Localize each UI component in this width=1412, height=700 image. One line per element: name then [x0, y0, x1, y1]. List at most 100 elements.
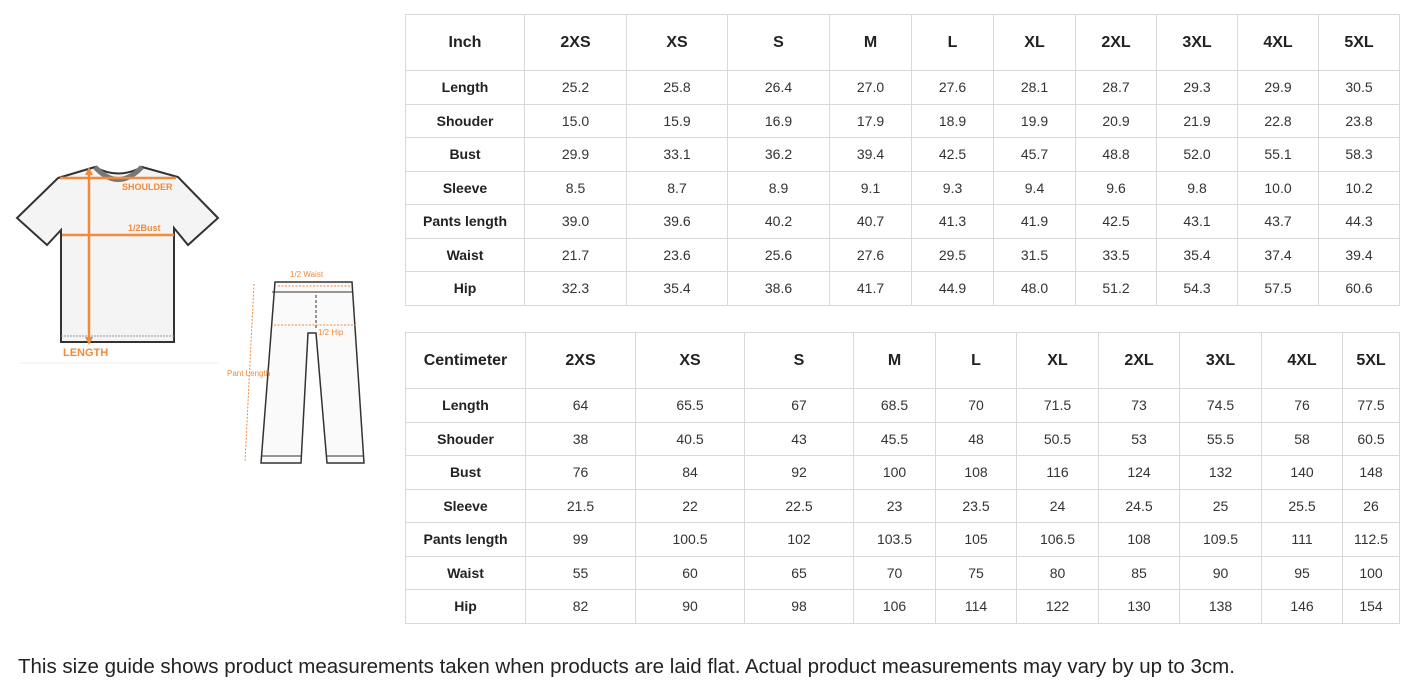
measurement-value: 84 [635, 455, 745, 490]
measurement-value: 28.7 [1075, 70, 1157, 105]
inch-size-table: Inch 2XS XS S M L XL 2XL 3XL 4XL 5XL Length 25.2 25.… [405, 14, 1400, 306]
measurement-value: 146 [1261, 589, 1343, 624]
measurement-value: 90 [635, 589, 745, 624]
table-row: Length 25.2 25.8 26.4 27.0 27.6 28.1 28.7 29.3 29… [405, 70, 1400, 105]
measurement-value: 10.0 [1237, 170, 1319, 205]
measurement-label: Waist [405, 555, 526, 590]
measurement-value: 41.3 [911, 204, 994, 239]
measurement-value: 75 [935, 555, 1017, 590]
measurement-label: Pants length [405, 522, 526, 557]
size-header: S [744, 332, 854, 389]
measurement-label: Length [405, 388, 526, 423]
size-header: 3XL [1156, 14, 1238, 71]
measurement-value: 29.3 [1156, 70, 1238, 105]
measurement-value: 21.7 [524, 237, 627, 272]
measurement-value: 100 [853, 455, 936, 490]
measurement-label: Hip [405, 589, 526, 624]
size-header: L [935, 332, 1017, 389]
table-row: Bust 76 84 92 100 108 116 124 132 140 148 [405, 455, 1400, 490]
measurement-label: Hip [405, 271, 525, 306]
unit-header: Inch [405, 14, 525, 71]
measurement-value: 106.5 [1016, 522, 1099, 557]
measurement-value: 45.5 [853, 421, 936, 456]
measurement-value: 16.9 [727, 103, 830, 138]
table-row: Bust 29.9 33.1 36.2 39.4 42.5 45.7 48.8 52.0 55.1… [405, 137, 1400, 172]
measurement-value: 39.0 [524, 204, 627, 239]
measurement-value: 102 [744, 522, 854, 557]
measurement-value: 100.5 [635, 522, 745, 557]
measurement-value: 29.9 [524, 137, 627, 172]
measurement-value: 103.5 [853, 522, 936, 557]
measurement-value: 48.0 [993, 271, 1076, 306]
measurement-value: 31.5 [993, 237, 1076, 272]
measurement-value: 98 [744, 589, 854, 624]
pant-length-label: Pant Length [227, 369, 270, 378]
measurement-value: 44.3 [1318, 204, 1400, 239]
measurement-value: 43.1 [1156, 204, 1238, 239]
size-header: 2XS [525, 332, 636, 389]
size-header: 5XL [1318, 14, 1400, 71]
tshirt-diagram: SHOULDER 1/2Bust LENGTH [15, 165, 220, 364]
measurement-value: 70 [853, 555, 936, 590]
measurement-value: 39.4 [1318, 237, 1400, 272]
measurement-value: 33.1 [626, 137, 728, 172]
shoulder-label: SHOULDER [122, 182, 173, 192]
measurement-value: 60.5 [1342, 421, 1400, 456]
size-header: XS [635, 332, 745, 389]
measurement-label: Waist [405, 237, 525, 272]
measurement-value: 57.5 [1237, 271, 1319, 306]
measurement-value: 55.1 [1237, 137, 1319, 172]
pants-diagram: 1/2 Waist 1/2 Hip Pant Length [227, 270, 365, 464]
measurement-value: 112.5 [1342, 522, 1400, 557]
measurement-label: Shouder [405, 421, 526, 456]
table-header-row: Inch 2XS XS S M L XL 2XL 3XL 4XL 5XL [405, 14, 1400, 71]
size-header: XL [993, 14, 1076, 71]
measurement-value: 45.7 [993, 137, 1076, 172]
measurement-value: 80 [1016, 555, 1099, 590]
measurement-value: 111 [1261, 522, 1343, 557]
measurement-value: 37.4 [1237, 237, 1319, 272]
measurement-value: 9.3 [911, 170, 994, 205]
measurement-value: 68.5 [853, 388, 936, 423]
measurement-value: 85 [1098, 555, 1180, 590]
bust-label: 1/2Bust [128, 223, 161, 233]
measurement-value: 17.9 [829, 103, 912, 138]
measurement-value: 50.5 [1016, 421, 1099, 456]
measurement-value: 60.6 [1318, 271, 1400, 306]
measurement-value: 9.4 [993, 170, 1076, 205]
measurement-value: 122 [1016, 589, 1099, 624]
table-row: Shouder 38 40.5 43 45.5 48 50.5 53 55.5 58 60.5 [405, 421, 1400, 456]
table-row: Hip 82 90 98 106 114 122 130 138 146 154 [405, 589, 1400, 624]
measurement-value: 41.9 [993, 204, 1076, 239]
measurement-value: 15.0 [524, 103, 627, 138]
measurement-value: 48 [935, 421, 1017, 456]
measurement-value: 74.5 [1179, 388, 1262, 423]
measurement-value: 43 [744, 421, 854, 456]
measurement-value: 65.5 [635, 388, 745, 423]
measurement-value: 25.5 [1261, 488, 1343, 523]
measurement-value: 35.4 [626, 271, 728, 306]
table-row: Sleeve 21.5 22 22.5 23 23.5 24 24.5 25 25.5 26 [405, 488, 1400, 523]
measurement-value: 100 [1342, 555, 1400, 590]
measurement-value: 58.3 [1318, 137, 1400, 172]
size-illustration: SHOULDER 1/2Bust LENGTH 1/2 Waist 1/2 Hi… [15, 165, 365, 464]
measurement-value: 22.5 [744, 488, 854, 523]
measurement-value: 8.7 [626, 170, 728, 205]
measurement-value: 39.4 [829, 137, 912, 172]
measurement-value: 51.2 [1075, 271, 1157, 306]
measurement-value: 116 [1016, 455, 1099, 490]
measurement-value: 58 [1261, 421, 1343, 456]
measurement-value: 43.7 [1237, 204, 1319, 239]
measurement-value: 92 [744, 455, 854, 490]
measurement-value: 25 [1179, 488, 1262, 523]
measurement-value: 39.6 [626, 204, 728, 239]
measurement-value: 40.5 [635, 421, 745, 456]
measurement-value: 54.3 [1156, 271, 1238, 306]
hip-label: 1/2 Hip [318, 328, 344, 337]
length-label: LENGTH [63, 347, 108, 359]
measurement-value: 26.4 [727, 70, 830, 105]
size-header: 4XL [1261, 332, 1343, 389]
measurement-value: 18.9 [911, 103, 994, 138]
measurement-label: Bust [405, 455, 526, 490]
size-header: 2XL [1075, 14, 1157, 71]
